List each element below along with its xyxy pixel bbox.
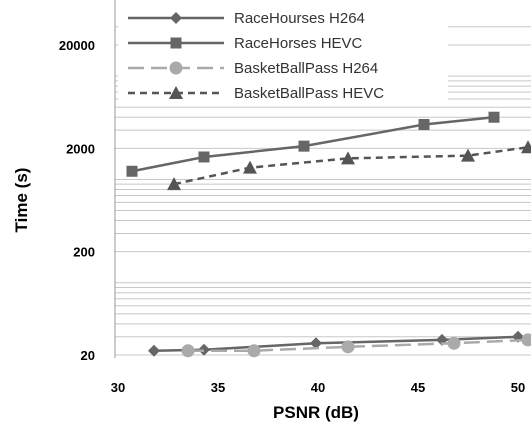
y-tick-labels: 20 200 2000 20000 xyxy=(59,38,95,363)
series-group xyxy=(126,111,531,358)
diamond-marker xyxy=(170,12,182,24)
y-tick-label: 2000 xyxy=(66,141,95,156)
triangle-marker xyxy=(243,160,257,174)
square-marker xyxy=(198,151,210,163)
circle-marker xyxy=(181,344,195,358)
circle-marker xyxy=(341,340,355,354)
square-marker xyxy=(298,140,310,152)
triangle-marker xyxy=(461,148,475,162)
triangle-marker xyxy=(169,86,183,99)
x-tick-label: 40 xyxy=(311,380,325,395)
y-tick-label: 200 xyxy=(73,245,95,260)
legend: RaceHourses H264 RaceHorses HEVC BasketBal… xyxy=(118,2,448,102)
circle-marker xyxy=(169,61,183,75)
circle-marker xyxy=(447,336,461,350)
diamond-marker xyxy=(148,344,160,357)
series-4 xyxy=(167,140,531,191)
series-line xyxy=(188,338,529,352)
legend-item: BasketBallPass H264 xyxy=(128,60,378,77)
x-tick-label: 30 xyxy=(111,380,125,395)
y-tick-label: 20 xyxy=(81,348,95,363)
square-marker xyxy=(488,111,500,123)
series-2 xyxy=(126,111,500,177)
triangle-marker xyxy=(167,177,181,191)
series-line xyxy=(173,145,529,186)
triangle-marker xyxy=(521,140,531,154)
y-axis-title: Time (s) xyxy=(12,168,31,233)
square-marker xyxy=(418,119,430,131)
circle-marker xyxy=(521,333,531,347)
legend-label: BasketBallPass HEVC xyxy=(234,85,384,102)
x-tick-label: 45 xyxy=(411,380,425,395)
x-tick-label: 50 xyxy=(511,380,525,395)
circle-marker xyxy=(247,344,261,358)
triangle-marker xyxy=(341,151,355,165)
x-tick-labels: 30 35 40 45 50 xyxy=(111,380,525,395)
legend-label: RaceHorses HEVC xyxy=(234,35,363,52)
legend-item: RaceHourses H264 xyxy=(128,10,365,27)
square-marker xyxy=(126,165,138,177)
x-axis-title: PSNR (dB) xyxy=(273,403,359,422)
legend-label: BasketBallPass H264 xyxy=(234,60,378,77)
square-marker xyxy=(170,37,182,49)
y-tick-label: 20000 xyxy=(59,38,95,53)
legend-label: RaceHourses H264 xyxy=(234,10,365,27)
diamond-marker xyxy=(310,337,322,350)
legend-item: RaceHorses HEVC xyxy=(128,35,363,52)
series-line xyxy=(131,115,495,173)
series-3 xyxy=(181,333,531,358)
x-tick-label: 35 xyxy=(211,380,225,395)
legend-item: BasketBallPass HEVC xyxy=(128,85,384,102)
